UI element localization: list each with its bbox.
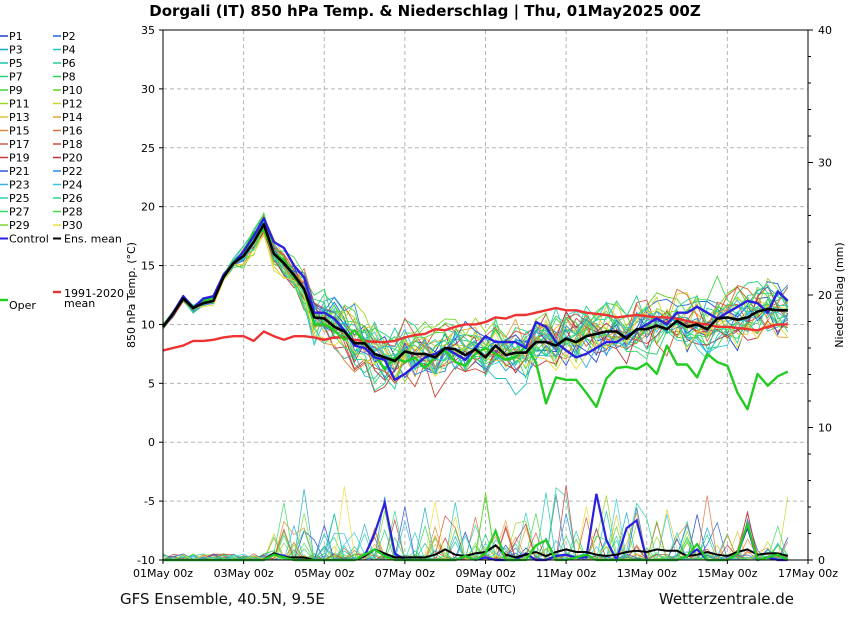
y-tick-label: 10 bbox=[141, 318, 155, 331]
legend-label-P1: P1 bbox=[9, 30, 23, 43]
y-tick-label: 20 bbox=[141, 201, 155, 214]
x-tick-label: 13May 00z bbox=[617, 567, 677, 580]
y2-tick-label: 40 bbox=[818, 24, 832, 37]
legend-label-P27: P27 bbox=[9, 206, 30, 219]
grid bbox=[162, 29, 809, 561]
y-tick-label: 0 bbox=[148, 436, 155, 449]
x-tick-label: 11May 00z bbox=[536, 567, 596, 580]
y-left-ticks: 35 30 25 20 15 10 5 0 -5 -10 bbox=[137, 24, 163, 567]
x-tick-label: 07May 00z bbox=[375, 567, 435, 580]
member-line-P20 bbox=[162, 231, 789, 381]
y2-axis-label: Niederschlag (mm) bbox=[833, 242, 846, 347]
legend-label-P20: P20 bbox=[62, 152, 83, 165]
legend-label-P14: P14 bbox=[62, 111, 83, 124]
member-line-P30 bbox=[162, 232, 789, 380]
y-tick-label: -5 bbox=[144, 495, 155, 508]
y-tick-label: 30 bbox=[141, 83, 155, 96]
temp-line-1991-2020-mean bbox=[162, 306, 788, 352]
legend-label-P26: P26 bbox=[62, 192, 83, 205]
x-axis-label: Date (UTC) bbox=[456, 583, 516, 596]
legend-label-clim-2: mean bbox=[64, 297, 95, 310]
precipitation-lines bbox=[162, 485, 789, 563]
x-ticks: 01May 00z 03May 00z 05May 00z 07May 00z 09Ma… bbox=[133, 560, 838, 580]
legend-label-P25: P25 bbox=[9, 192, 30, 205]
x-tick-label: 01May 00z bbox=[133, 567, 193, 580]
legend-label-P10: P10 bbox=[62, 84, 83, 97]
legend-label-P18: P18 bbox=[62, 138, 83, 151]
x-tick-label: 17May 00z bbox=[778, 567, 838, 580]
legend-label-P28: P28 bbox=[62, 206, 83, 219]
x-tick-label: 05May 00z bbox=[294, 567, 354, 580]
legend-label-P29: P29 bbox=[9, 219, 30, 232]
temp-line-ens-mean bbox=[161, 223, 788, 363]
x-tick-label: 15May 00z bbox=[697, 567, 757, 580]
ensemble-member-lines bbox=[162, 211, 789, 399]
legend-label-P15: P15 bbox=[9, 125, 30, 138]
legend-label-P4: P4 bbox=[62, 44, 76, 57]
legend-label-ens-mean: Ens. mean bbox=[64, 233, 122, 246]
x-tick-label: 03May 00z bbox=[214, 567, 274, 580]
y-tick-label: 5 bbox=[148, 377, 155, 390]
legend-label-P12: P12 bbox=[62, 98, 83, 111]
footer-model-info: GFS Ensemble, 40.5N, 9.5E bbox=[120, 590, 325, 608]
legend-label-P7: P7 bbox=[9, 71, 23, 84]
legend-label-P30: P30 bbox=[62, 219, 83, 232]
legend-label-P6: P6 bbox=[62, 57, 76, 70]
footer-site: Wetterzentrale.de bbox=[658, 590, 794, 608]
y2-tick-label: 30 bbox=[818, 157, 832, 170]
legend-label-P23: P23 bbox=[9, 179, 30, 192]
member-precip-P22 bbox=[162, 496, 788, 561]
legend-label-control: Control bbox=[9, 233, 49, 246]
legend-label-P16: P16 bbox=[62, 125, 83, 138]
y-tick-label: 25 bbox=[141, 142, 155, 155]
legend-label-P19: P19 bbox=[9, 152, 30, 165]
y-tick-label: 15 bbox=[141, 260, 155, 273]
legend-label-P13: P13 bbox=[9, 111, 30, 124]
y-tick-label: -10 bbox=[137, 554, 155, 567]
legend-label-P17: P17 bbox=[9, 138, 30, 151]
legend-label-P24: P24 bbox=[62, 179, 83, 192]
legend-label-P9: P9 bbox=[9, 84, 23, 97]
y2-tick-label: 10 bbox=[818, 422, 832, 435]
y2-tick-label: 0 bbox=[818, 554, 825, 567]
legend-label-P5: P5 bbox=[9, 57, 23, 70]
x-tick-label: 09May 00z bbox=[455, 567, 515, 580]
legend-label-P2: P2 bbox=[62, 30, 76, 43]
y-right-ticks: 40 30 20 10 0 bbox=[808, 24, 832, 567]
y-axis-label: 850 hPa Temp. (°C) bbox=[125, 242, 138, 348]
legend-label-P8: P8 bbox=[62, 71, 76, 84]
legend-label-P22: P22 bbox=[62, 165, 83, 178]
y2-tick-label: 20 bbox=[818, 289, 832, 302]
legend-label-oper: Oper bbox=[9, 299, 36, 312]
legend-label-P21: P21 bbox=[9, 165, 30, 178]
y-tick-label: 35 bbox=[141, 24, 155, 37]
main-series-lines bbox=[161, 217, 789, 411]
legend-label-P11: P11 bbox=[9, 98, 30, 111]
legend-label-clim-1: 1991-2020 bbox=[64, 287, 124, 300]
chart-title: Dorgali (IT) 850 hPa Temp. & Niederschla… bbox=[149, 2, 701, 20]
legend-label-P3: P3 bbox=[9, 44, 23, 57]
